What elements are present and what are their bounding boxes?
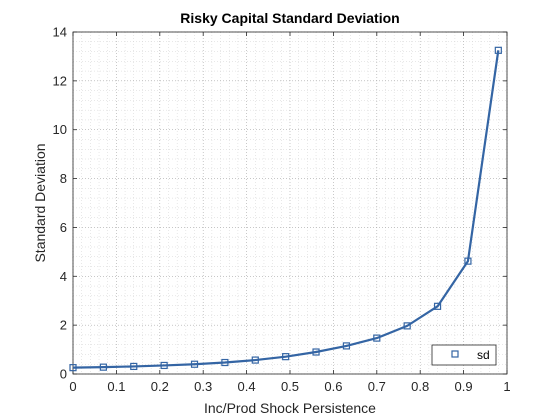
- x-tick-label: 0.4: [238, 379, 256, 394]
- x-tick-label: 0.2: [151, 379, 169, 394]
- data-point: [494, 46, 502, 54]
- data-point: [282, 353, 290, 361]
- data-point: [251, 356, 259, 364]
- data-point: [403, 322, 411, 330]
- x-tick-label: 0.5: [281, 379, 299, 394]
- x-tick-label: 0.9: [455, 379, 473, 394]
- y-tick-label: 0: [60, 367, 67, 382]
- chart-title: Risky Capital Standard Deviation: [180, 10, 399, 26]
- x-tick-label: 0.3: [194, 379, 212, 394]
- data-point: [190, 360, 199, 368]
- series-layer: [69, 46, 502, 372]
- data-point: [433, 302, 442, 310]
- y-tick-label: 6: [60, 220, 67, 235]
- data-point: [221, 358, 229, 367]
- y-tick-label: 12: [53, 73, 67, 88]
- x-tick-label: 0.1: [107, 379, 125, 394]
- y-tick-label: 2: [60, 318, 67, 333]
- data-point: [130, 362, 138, 371]
- legend-box: [431, 344, 497, 366]
- y-tick-label: 10: [53, 122, 67, 137]
- legend-label-sd: sd: [477, 348, 490, 362]
- y-axis-ticks: 0 2 4 6 8 10 12 14: [53, 25, 507, 382]
- data-point: [99, 363, 107, 371]
- x-tick-label: 0.6: [324, 379, 342, 394]
- y-tick-label: 4: [60, 269, 67, 284]
- x-axis-ticks: 0 0.1 0.2 0.3 0.4 0.5 0.6 0.7 0.8 0.9 1: [69, 32, 511, 394]
- y-tick-label: 8: [60, 171, 67, 186]
- y-tick-label: 14: [53, 25, 67, 40]
- legend[interactable]: sd: [431, 344, 497, 366]
- x-tick-label: 1: [503, 379, 510, 394]
- series-line-sd: [72, 50, 500, 369]
- legend-marker: [451, 350, 459, 358]
- y-axis-label: Standard Deviation: [32, 143, 48, 262]
- data-point: [342, 342, 351, 350]
- x-tick-label: 0: [69, 379, 76, 394]
- data-point: [160, 361, 168, 370]
- x-axis-label: Inc/Prod Shock Persistence: [204, 400, 376, 416]
- x-tick-label: 0.7: [368, 379, 386, 394]
- grid: [72, 31, 508, 375]
- data-point: [464, 257, 472, 265]
- data-point: [373, 334, 381, 342]
- data-point: [312, 348, 320, 356]
- data-point: [69, 364, 77, 372]
- x-tick-label: 0.8: [411, 379, 429, 394]
